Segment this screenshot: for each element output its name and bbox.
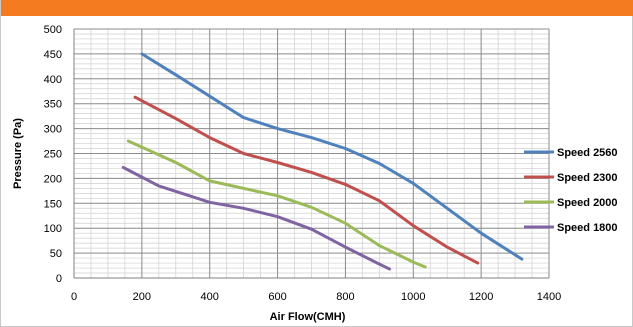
y-tick-label: 350 [44,99,62,111]
legend-label: Speed 2300 [557,172,618,184]
x-tick-label: 1400 [537,291,561,303]
series-line [126,139,427,269]
y-tick-label: 450 [44,49,62,61]
x-tick-labels: 0 200 400 600 800 1000 1200 1400 [71,291,561,303]
y-tick-label: 400 [44,74,62,86]
legend: Speed 2560 Speed 2300 Speed 2000 Speed 1800 [524,147,618,234]
y-tick-label: 150 [44,198,62,210]
y-tick-label: 0 [56,273,62,285]
header-accent-bar [1,0,633,16]
legend-label: Speed 2000 [557,197,618,209]
x-tick-label: 800 [336,291,354,303]
y-tick-label: 250 [44,149,62,161]
axes [73,29,549,279]
series-line [140,52,524,261]
series-lines [121,52,524,271]
y-tick-label: 100 [44,223,62,235]
y-tick-labels: 0 50 100 150 200 250 300 350 400 450 500 [44,24,62,285]
x-tick-label: 1000 [401,291,425,303]
x-tick-label: 1200 [469,291,493,303]
series-line [121,165,391,271]
y-axis-title: Pressure (Pa) [12,118,24,189]
y-tick-label: 200 [44,173,62,185]
y-tick-label: 300 [44,124,62,136]
x-tick-label: 0 [71,291,77,303]
x-tick-label: 400 [201,291,219,303]
y-tick-label: 500 [44,24,62,36]
x-tick-label: 600 [268,291,286,303]
legend-label: Speed 2560 [557,147,618,159]
y-tick-label: 50 [50,248,62,260]
series-line [133,95,480,265]
legend-label: Speed 1800 [557,222,618,234]
x-tick-label: 200 [133,291,151,303]
x-axis-title: Air Flow(CMH) [270,311,346,323]
